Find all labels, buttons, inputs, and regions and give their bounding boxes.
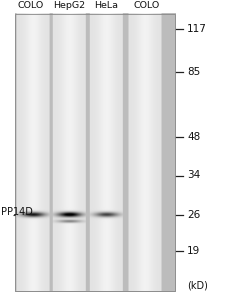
Text: HeLa: HeLa bbox=[94, 2, 118, 10]
Bar bbox=[15, 14, 175, 291]
Text: PP14D: PP14D bbox=[1, 207, 33, 217]
Bar bbox=[15, 14, 175, 291]
Text: COLO: COLO bbox=[17, 2, 43, 10]
Text: COLO: COLO bbox=[134, 2, 160, 10]
Text: 48: 48 bbox=[187, 131, 200, 142]
Text: (kD): (kD) bbox=[187, 280, 208, 291]
Text: 117: 117 bbox=[187, 23, 207, 34]
Text: 85: 85 bbox=[187, 67, 200, 77]
Text: 19: 19 bbox=[187, 245, 200, 256]
Text: 26: 26 bbox=[187, 209, 200, 220]
Text: HepG2: HepG2 bbox=[53, 2, 85, 10]
Text: 34: 34 bbox=[187, 170, 200, 181]
